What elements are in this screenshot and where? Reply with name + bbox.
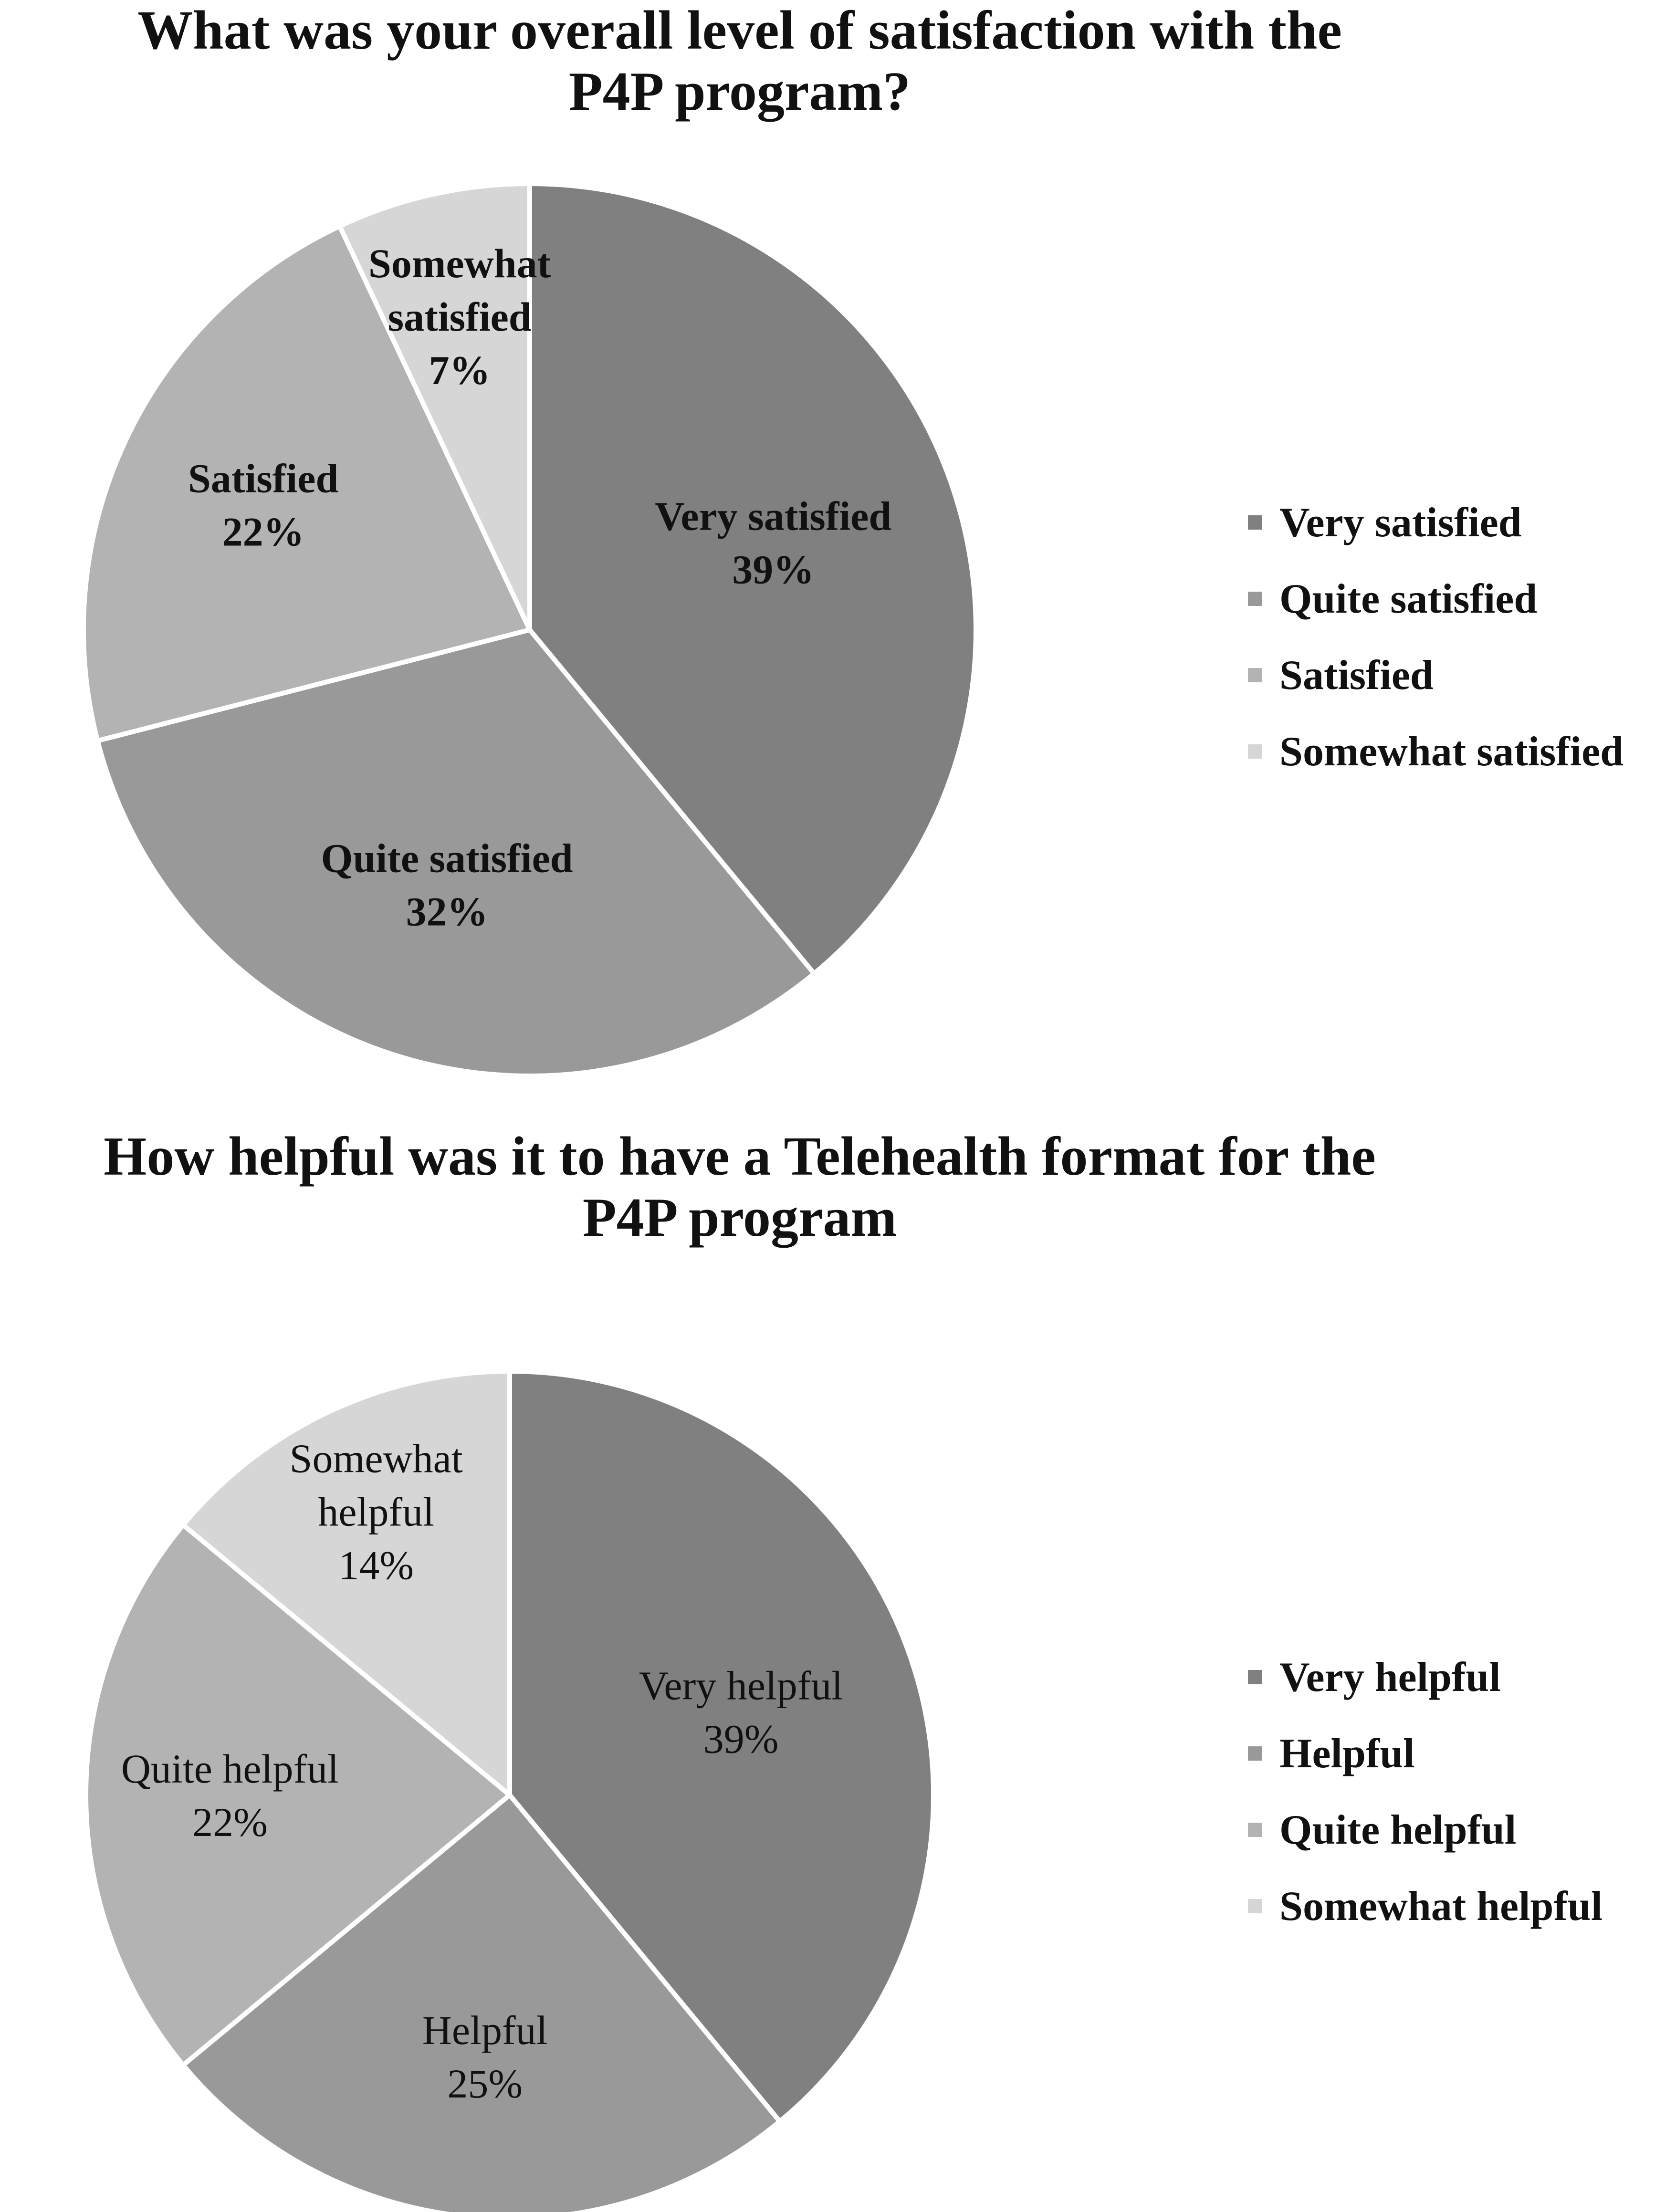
legend-label: Satisfied xyxy=(1279,652,1434,699)
pie-slice-helpful xyxy=(180,1793,783,2212)
data-label-line: 39% xyxy=(703,1716,779,1762)
data-label-very-helpful: Very helpful 39% xyxy=(639,1663,843,1762)
legend-label: Somewhat helpful xyxy=(1279,1883,1603,1930)
legend-label: Helpful xyxy=(1279,1730,1415,1777)
chart-title: How helpful was it to have a Telehealth … xyxy=(0,1126,1479,1248)
legend-label: Very helpful xyxy=(1279,1654,1501,1701)
legend-swatch xyxy=(1248,1670,1262,1684)
pie-slice-very-helpful xyxy=(507,1369,936,2124)
legend-label: Very satisfied xyxy=(1279,499,1522,546)
legend-item-quite-helpful: Quite helpful xyxy=(1248,1792,1603,1868)
data-label-line: 22% xyxy=(222,509,304,554)
data-label-line: Somewhat xyxy=(368,240,551,286)
legend-item-somewhat-satisfied: Somewhat satisfied xyxy=(1248,713,1624,790)
data-label-line: Very helpful xyxy=(639,1663,843,1709)
data-label-line: 14% xyxy=(338,1542,414,1588)
data-label-line: 25% xyxy=(447,2061,523,2107)
data-label-very-satisfied: Very satisfied 39% xyxy=(655,493,891,592)
data-label-line: Quite helpful xyxy=(121,1746,339,1792)
chart-title-line: How helpful was it to have a Telehealth … xyxy=(104,1126,1376,1187)
legend-swatch xyxy=(1248,1823,1262,1837)
telehealth-chart: How helpful was it to have a Telehealth … xyxy=(0,1112,1676,2212)
data-label-line: 32% xyxy=(406,889,488,935)
legend-swatch xyxy=(1248,592,1262,606)
data-label-line: helpful xyxy=(318,1489,434,1534)
legend-swatch xyxy=(1248,1746,1262,1761)
pie-slice-somewhat-helpful xyxy=(180,1369,512,1797)
pie-slice-satisfied xyxy=(81,223,532,743)
satisfaction-chart: What was your overall level of satisfact… xyxy=(0,0,1676,1078)
data-label-line: 22% xyxy=(192,1799,268,1845)
chart-title: What was your overall level of satisfact… xyxy=(0,0,1479,122)
legend-label: Somewhat satisfied xyxy=(1279,728,1624,775)
pie-slice-somewhat-satisfied xyxy=(337,181,532,632)
legend-item-helpful: Helpful xyxy=(1248,1715,1603,1792)
pie-plot: Very helpful 39% Helpful 25% Quite helpful 22… xyxy=(84,1369,936,2212)
legend-label: Quite helpful xyxy=(1279,1806,1517,1853)
legend-item-somewhat-helpful: Somewhat helpful xyxy=(1248,1868,1603,1944)
pie-slice-very-satisfied xyxy=(527,181,978,976)
data-label-quite-satisfied: Quite satisfied 32% xyxy=(321,835,573,935)
data-label-line: Helpful xyxy=(422,2007,548,2053)
data-label-line: Somewhat xyxy=(290,1435,463,1481)
legend-label: Quite satisfied xyxy=(1279,575,1538,622)
data-label-line: Satisfied xyxy=(188,455,338,501)
chart-title-line: P4P program? xyxy=(568,61,911,122)
legend: Very helpful Helpful Quite helpful Somewhat… xyxy=(1248,1639,1603,1944)
data-label-satisfied: Satisfied 22% xyxy=(188,455,338,554)
pie-slice-quite-helpful xyxy=(84,1522,512,2068)
legend-item-quite-satisfied: Quite satisfied xyxy=(1248,561,1624,637)
legend: Very satisfied Quite satisfied Satisfied So… xyxy=(1248,484,1624,790)
legend-swatch xyxy=(1248,668,1262,682)
pie-slice-quite-satisfied xyxy=(95,627,817,1078)
data-label-somewhat-helpful: Somewhat helpful 14% xyxy=(290,1435,463,1588)
data-label-line: 39% xyxy=(732,546,814,592)
legend-item-very-satisfied: Very satisfied xyxy=(1248,484,1624,561)
data-label-helpful: Helpful 25% xyxy=(422,2007,548,2107)
data-label-somewhat-satisfied: Somewhat satisfied 7% xyxy=(368,240,551,393)
legend-swatch xyxy=(1248,515,1262,530)
data-label-line: 7% xyxy=(429,347,491,393)
data-label-line: Very satisfied xyxy=(655,493,891,539)
data-label-line: satisfied xyxy=(388,294,532,340)
chart-title-line: P4P program xyxy=(582,1187,897,1248)
data-label-quite-helpful: Quite helpful 22% xyxy=(121,1746,339,1845)
chart-title-line: What was your overall level of satisfact… xyxy=(137,0,1342,61)
data-label-line: Quite satisfied xyxy=(321,835,573,881)
pie-plot: Very satisfied 39% Quite satisfied 32% Satis… xyxy=(81,181,978,1078)
legend-item-satisfied: Satisfied xyxy=(1248,637,1624,713)
legend-swatch xyxy=(1248,1899,1262,1913)
legend-item-very-helpful: Very helpful xyxy=(1248,1639,1603,1715)
legend-swatch xyxy=(1248,744,1262,759)
